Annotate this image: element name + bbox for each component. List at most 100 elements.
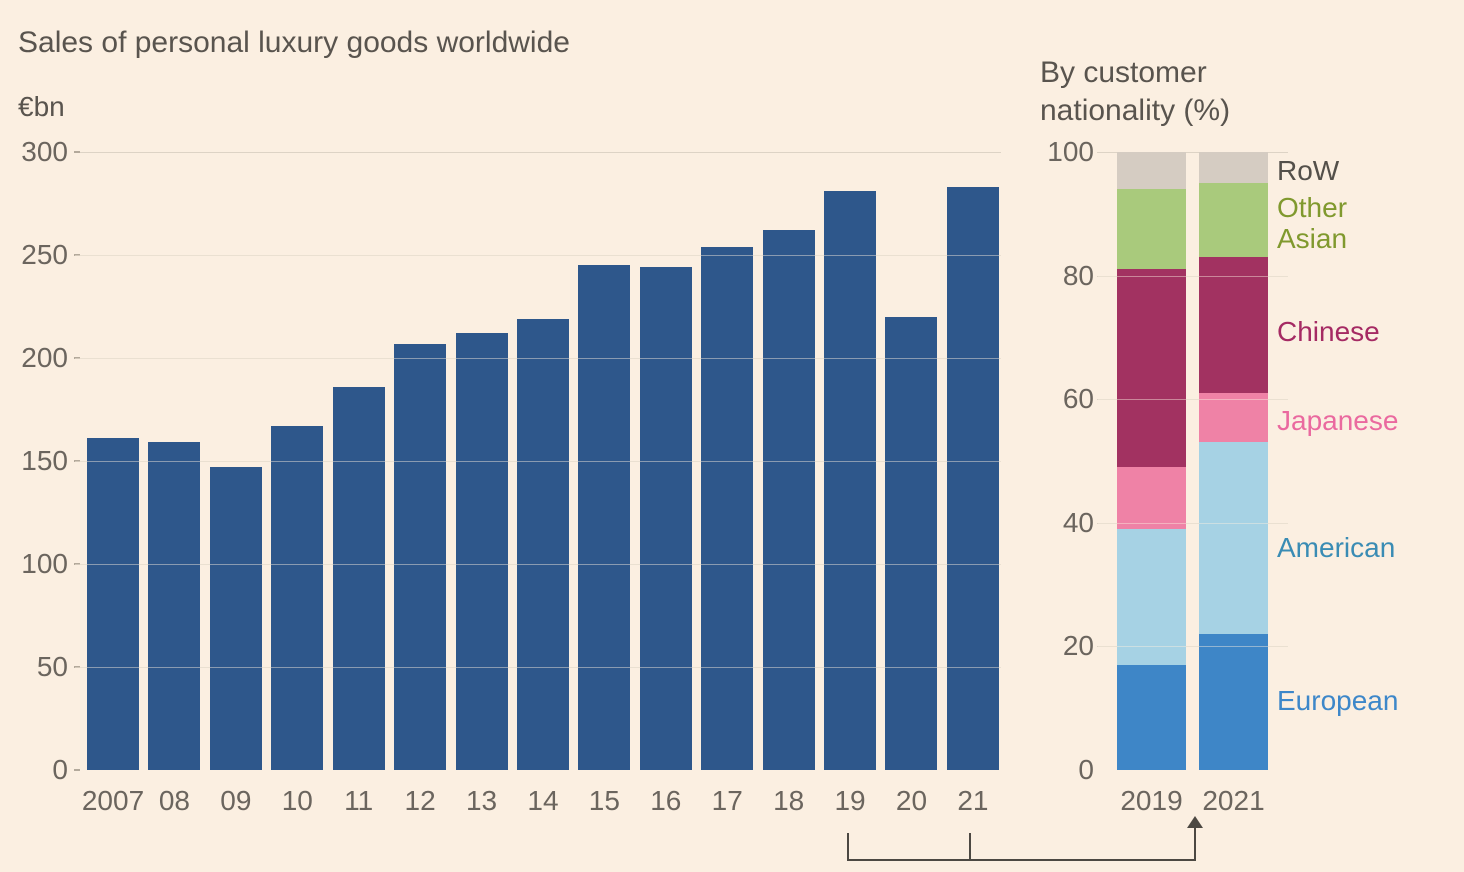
y-tick-50: [74, 666, 80, 668]
gridline-overlay-250: [75, 255, 1001, 256]
right-chart-title: By customer nationality (%): [1040, 56, 1231, 127]
segment-european-2021: [1199, 634, 1268, 770]
bar-13: [455, 333, 508, 770]
gridline-250: [75, 255, 1001, 256]
y-tick-250: [74, 254, 80, 256]
x-tick-text: 08: [158, 785, 190, 816]
x-tick-label-10: 10: [271, 786, 323, 816]
up-arrow-icon: [1187, 816, 1203, 828]
y-tick-200: [74, 357, 80, 359]
gridline-right-100: [1097, 152, 1288, 153]
bar-12: [394, 343, 447, 770]
gridline-layer-right: [1097, 152, 1288, 770]
y-tick-0: [74, 769, 80, 771]
segment-european-2019: [1117, 664, 1186, 770]
arrow-shaft-line: [1194, 827, 1196, 861]
y-tick-100: [74, 563, 80, 565]
y-tick-150: [74, 460, 80, 462]
bar-2007: [87, 438, 139, 770]
y-tick-label-right-40: 40: [1062, 506, 1094, 538]
x-tick-text: 11: [344, 785, 374, 816]
y-tick-300: [74, 151, 80, 153]
x-tick-text: 18: [773, 785, 805, 816]
bar-16: [639, 267, 692, 770]
bracket-tick-19: [847, 833, 849, 861]
bar-17: [701, 246, 754, 770]
segment-row-2019: [1117, 152, 1186, 190]
gridline-overlay-right-20: [1098, 646, 1288, 648]
x-tick-label-2021: 2021: [1202, 785, 1265, 816]
y-tick-label-100: 100: [21, 548, 68, 579]
segment-chinese-2019: [1117, 269, 1186, 468]
legend-label-european: European: [1277, 685, 1399, 716]
page-title: Sales of personal luxury goods worldwide: [18, 26, 570, 59]
legend-label-japanese: Japanese: [1277, 405, 1399, 436]
segment-other-asian-2021: [1199, 182, 1268, 258]
y-tick-label-right-60: 60: [1062, 383, 1094, 415]
gridline-overlay-100: [75, 564, 1001, 565]
bar-15: [578, 265, 631, 770]
legend-label-other-asian: Other Asian: [1277, 192, 1348, 254]
y-tick-label-50: 50: [36, 651, 68, 682]
x-tick-text: 10: [281, 785, 313, 816]
bar-14: [516, 318, 569, 770]
bar-08: [148, 442, 201, 770]
segment-row-2021: [1199, 152, 1268, 183]
bar-10: [271, 425, 324, 770]
gridline-overlay-right-60: [1098, 399, 1288, 401]
x-tick-text: 17: [711, 785, 743, 816]
x-tick-text: 21: [957, 785, 989, 816]
x-tick-text: 14: [527, 785, 559, 816]
segment-japanese-2019: [1117, 467, 1186, 529]
y-axis-labels-right: 0 20 40 60 80 100: [1047, 137, 1288, 785]
bar-11: [332, 386, 385, 770]
x-tick-text: 12: [404, 785, 436, 816]
y-tick-label-right-100: 100: [1047, 136, 1094, 167]
x-tick-text: 2007: [81, 785, 145, 816]
x-tick-label-14: 14: [517, 786, 569, 816]
gridline-300: [75, 152, 1001, 153]
gridline-overlay-50: [75, 667, 1001, 668]
gridline-right-40: [1097, 522, 1288, 524]
x-tick-text: 20: [895, 785, 928, 816]
bars-row: [87, 152, 999, 770]
gridline-overlay-layer-right: [1098, 152, 1288, 770]
x-tick-label-19: 19: [824, 786, 876, 816]
bracket-horizontal-line: [847, 859, 1196, 861]
segment-japanese-2021: [1199, 393, 1268, 443]
gridline-overlay-layer: [75, 152, 1001, 770]
x-tick-label-12: 12: [394, 786, 446, 816]
bar-19: [824, 191, 877, 770]
bar-21: [946, 187, 999, 770]
y-tick-label-300: 300: [21, 136, 68, 167]
legend-label-chinese: Chinese: [1277, 316, 1380, 347]
x-tick-label-15: 15: [578, 786, 630, 816]
gridline-right-60: [1097, 399, 1288, 401]
x-tick-text: 13: [465, 785, 498, 816]
sales-bar-chart: 0 50 100 150 200 250 300 2007 08 09 10 11 12 13 14 15 1…: [21, 137, 1001, 816]
x-tick-label-2019: 2019: [1120, 785, 1183, 816]
gridline-right-20: [1097, 646, 1288, 648]
x-tick-text: 19: [834, 785, 866, 816]
x-axis-labels: 2007 08 09 10 11 12 13 14 15 16 17 18 19 20 21: [82, 785, 999, 816]
segment-american-2021: [1199, 442, 1268, 635]
x-tick-text: 16: [650, 785, 682, 816]
x-tick-label-17: 17: [701, 786, 753, 816]
x-tick-label-09: 09: [210, 786, 262, 816]
y-tick-label-right-80: 80: [1062, 259, 1094, 291]
legend-label-american: American: [1277, 532, 1396, 563]
y-tick-label-250: 250: [21, 239, 68, 270]
y-axis-unit-label: €bn: [18, 91, 65, 122]
y-tick-label-150: 150: [21, 445, 68, 476]
gridline-overlay-150: [75, 461, 1001, 462]
nationality-stacked-chart: 0 20 40 60 80 100 2019 2021: [1047, 137, 1288, 816]
x-tick-label-20: 20: [885, 786, 937, 816]
y-axis-labels: 0 50 100 150 200 250 300: [21, 137, 1001, 785]
x-tick-label-11: 11: [333, 786, 385, 816]
y-tick-label-right-0: 0: [1078, 754, 1094, 785]
bar-18: [762, 230, 815, 770]
stacked-bar-2021: [1199, 152, 1268, 770]
bar-20: [885, 316, 938, 770]
stacked-bar-2019: [1117, 152, 1186, 770]
